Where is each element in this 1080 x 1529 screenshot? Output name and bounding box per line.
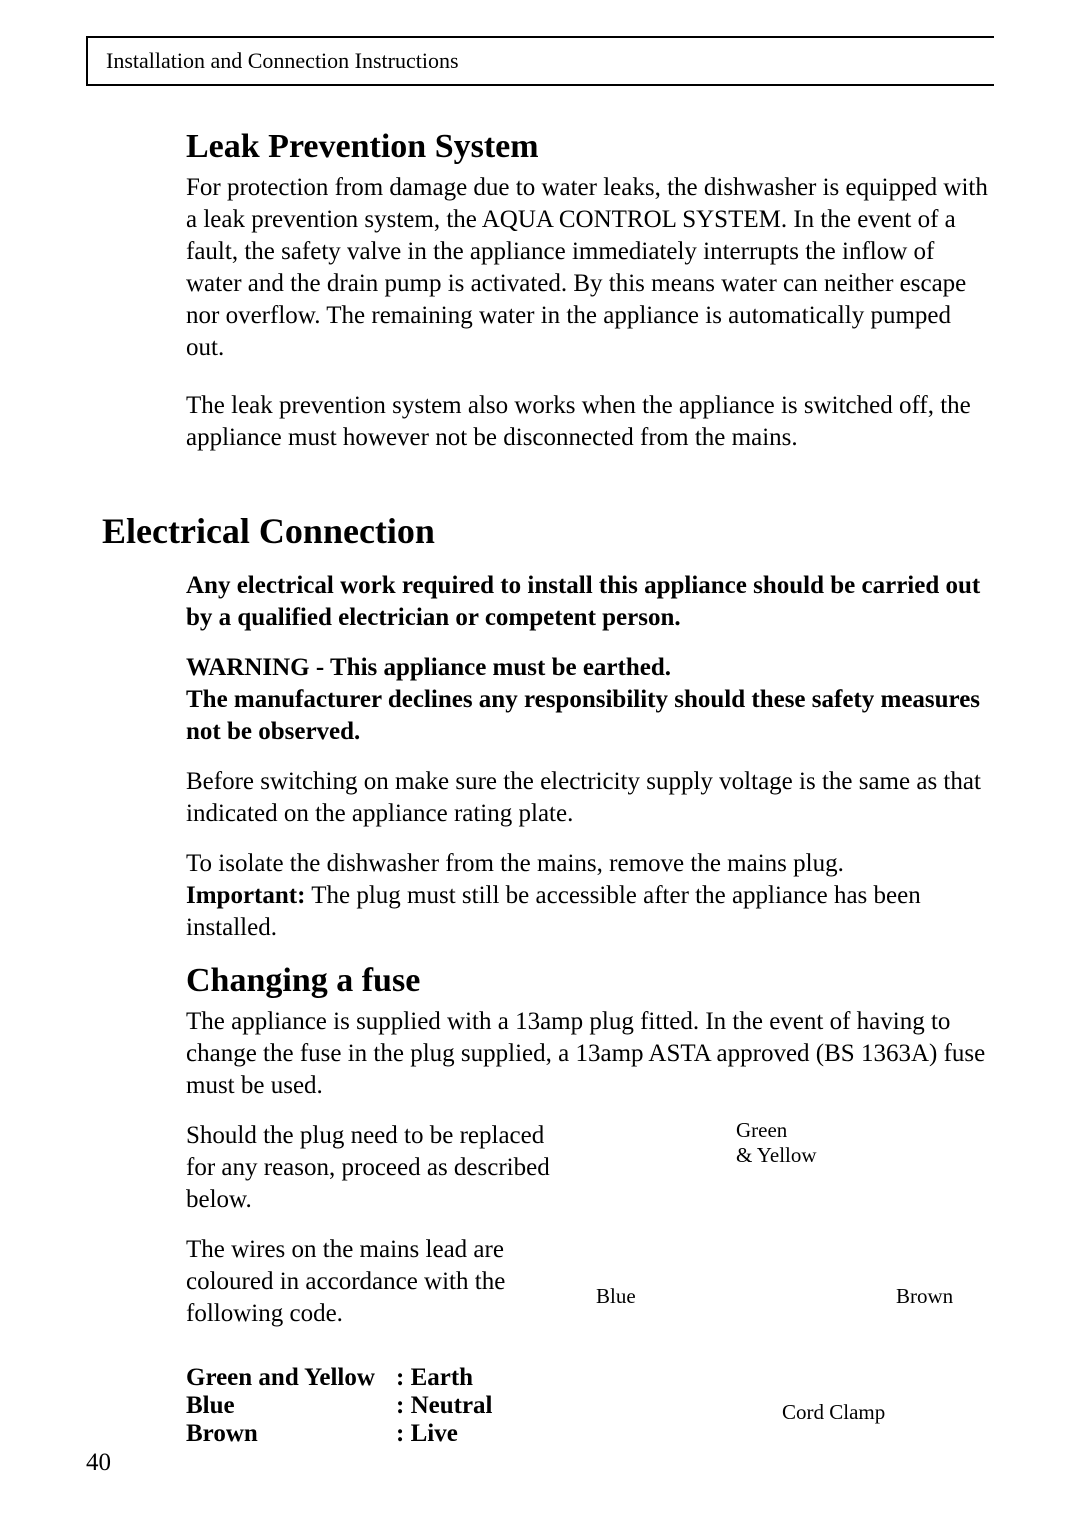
fuse-left-col: Should the plug need to be replaced for … xyxy=(186,1120,566,1448)
leak-p1: For protection from damage due to water … xyxy=(186,172,992,364)
wire-neutral-label: : Neutral xyxy=(396,1392,493,1420)
diagram-blue: Blue xyxy=(596,1284,636,1309)
wire-row-earth: Green and Yellow : Earth xyxy=(186,1364,566,1392)
electrical-p3: To isolate the dishwasher from the mains… xyxy=(186,848,992,944)
wire-table: Green and Yellow : Earth Blue : Neutral … xyxy=(186,1364,566,1448)
fuse-two-col: Should the plug need to be replaced for … xyxy=(186,1120,992,1448)
wire-row-live: Brown : Live xyxy=(186,1420,566,1448)
leak-title: Leak Prevention System xyxy=(186,128,992,166)
diagram-green-yellow: Green & Yellow xyxy=(736,1118,817,1168)
electrical-title: Electrical Connection xyxy=(102,510,992,552)
section-fuse: Changing a fuse The appliance is supplie… xyxy=(186,962,992,1448)
electrical-important-label: Important: xyxy=(186,882,305,909)
wire-row-neutral: Blue : Neutral xyxy=(186,1392,566,1420)
electrical-warn1: WARNING - This appliance must be earthed… xyxy=(186,652,992,684)
electrical-warn2: The manufacturer declines any responsibi… xyxy=(186,684,992,748)
fuse-p2: Should the plug need to be replaced for … xyxy=(186,1120,566,1216)
running-header: Installation and Connection Instructions xyxy=(88,38,994,86)
fuse-title: Changing a fuse xyxy=(186,962,992,1000)
electrical-warning-row: WARNING - This appliance must be earthed… xyxy=(102,652,992,748)
page: Installation and Connection Instructions… xyxy=(0,0,1080,1529)
section-leak: Leak Prevention System For protection fr… xyxy=(186,128,992,364)
fuse-p3: The wires on the mains lead are coloured… xyxy=(186,1234,566,1330)
content-area: Leak Prevention System For protection fr… xyxy=(102,94,992,1448)
wire-earth-color: Green and Yellow xyxy=(186,1364,396,1392)
diagram-cord-clamp: Cord Clamp xyxy=(782,1400,885,1425)
leak-p2: The leak prevention system also works wh… xyxy=(186,390,992,454)
wire-live-color: Brown xyxy=(186,1420,396,1448)
wire-neutral-color: Blue xyxy=(186,1392,396,1420)
electrical-p1: Any electrical work required to install … xyxy=(186,570,992,634)
electrical-warning-block: WARNING - This appliance must be earthed… xyxy=(186,652,992,748)
diagram-brown: Brown xyxy=(896,1284,953,1309)
wire-earth-label: : Earth xyxy=(396,1364,473,1392)
fuse-p1: The appliance is supplied with a 13amp p… xyxy=(186,1006,992,1102)
electrical-p2: Before switching on make sure the electr… xyxy=(186,766,992,830)
electrical-p3a: To isolate the dishwasher from the mains… xyxy=(186,850,844,877)
page-number: 40 xyxy=(86,1449,111,1477)
plug-diagram: Green & Yellow Blue Brown Cord Clamp xyxy=(566,1120,992,1448)
wire-live-label: : Live xyxy=(396,1420,458,1448)
content-frame: Installation and Connection Instructions xyxy=(86,36,994,86)
leak-warning-row: The leak prevention system also works wh… xyxy=(102,390,992,454)
